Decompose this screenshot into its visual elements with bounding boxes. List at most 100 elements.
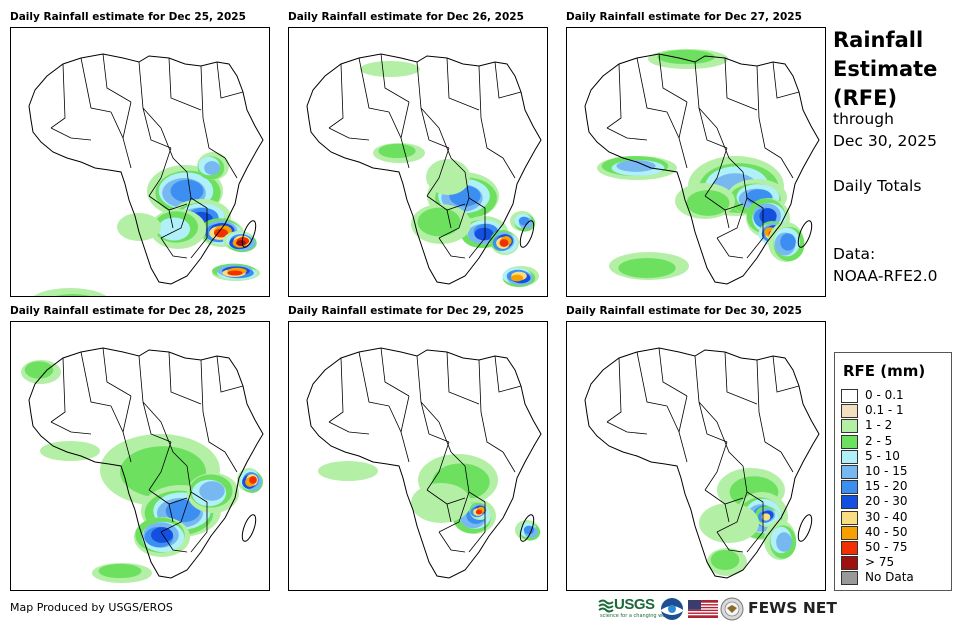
rainfall-area [474,227,494,241]
country-border [216,61,244,99]
data-label: Data: [833,245,876,263]
country-border [50,357,66,423]
country-border [758,411,782,453]
legend-swatch [841,419,858,434]
panel-title: Daily Rainfall estimate for Dec 28, 2025 [10,305,246,317]
country-border [80,57,112,113]
rainfall-map [10,27,270,297]
country-border [606,63,622,129]
country-border [328,127,370,141]
country-border [148,147,172,197]
country-border [716,531,744,553]
rainfall-area [523,525,535,535]
country-border [438,421,466,467]
rainfall-area [475,509,483,515]
country-border [606,127,648,141]
legend-label: 0.1 - 1 [865,403,904,418]
country-border [704,441,728,491]
rainfall-area [686,190,730,216]
country-border [358,57,390,113]
country-border [658,53,688,103]
country-border [658,347,688,397]
country-border [502,451,516,473]
country-border [122,101,132,139]
country-border [724,351,758,405]
legend-swatch [841,495,858,510]
us-flag-icon [688,600,718,618]
legend-swatch [841,571,858,586]
country-border [160,421,188,467]
rainfall-area [510,274,524,282]
rainfall-area [24,361,54,379]
country-border [758,117,782,159]
country-border [780,157,794,179]
end-date: Dec 30, 2025 [833,132,937,150]
legend-swatch [841,404,858,419]
coastline [28,53,264,285]
rainfall-map [288,27,548,297]
madagascar-outline [241,514,257,542]
country-border [756,359,760,413]
country-border [716,127,744,173]
country-border [446,209,452,229]
country-border [202,411,226,453]
country-border [148,441,172,491]
country-border [694,355,718,423]
country-border [780,451,794,473]
rainfall-area [170,179,204,203]
country-border [636,57,668,113]
legend-swatch [841,449,858,464]
country-border [102,53,132,103]
rainfall-area [318,461,378,481]
country-border [698,107,728,149]
country-border [160,197,192,239]
legend-label: 0 - 0.1 [865,388,904,402]
country-border [446,57,480,111]
rainfall-area [98,563,142,579]
country-border [358,351,390,407]
rainfall-area [33,288,107,296]
data-source: NOAA-RFE2.0 [833,267,938,285]
country-border [438,237,466,259]
country-border [480,117,504,159]
panel-title: Daily Rainfall estimate for Dec 29, 2025 [288,305,524,317]
legend-swatch [841,434,858,449]
rainfall-area [120,446,206,498]
country-border [328,421,370,435]
noaa-emblem-icon [661,598,683,620]
country-border [724,503,730,523]
country-border [190,208,208,259]
africa-map [306,347,542,579]
country-border [420,401,450,443]
totals-label: Daily Totals [833,177,922,195]
rainfall-area [618,257,676,279]
product-title: Rainfall Estimate (RFE) [833,26,963,113]
panel-title: Daily Rainfall estimate for Dec 30, 2025 [566,305,802,317]
rainfall-area [378,143,416,159]
country-border [746,502,764,553]
rainfall-map [288,321,548,591]
rainfall-area [40,441,100,461]
rainfall-area [55,293,91,296]
country-border [772,355,800,393]
rainfall-area [227,270,243,276]
legend-label: 30 - 40 [865,509,908,524]
country-border [50,421,92,435]
rainfall-area [151,527,173,543]
rainfall-area [157,217,191,241]
country-border [200,359,204,413]
country-border [138,61,162,129]
country-border [724,209,730,229]
madagascar-outline [519,220,535,248]
country-border [380,347,410,397]
country-border [50,127,92,141]
rainfall-area [780,233,796,251]
panel-title: Daily Rainfall estimate for Dec 26, 2025 [288,11,524,23]
product-title-line: Rainfall [833,28,924,52]
rainfall-area [199,481,225,501]
legend-swatch [841,556,858,571]
country-border [142,401,172,443]
rainfall-map [10,321,270,591]
country-border [694,61,718,129]
country-border [168,209,174,229]
